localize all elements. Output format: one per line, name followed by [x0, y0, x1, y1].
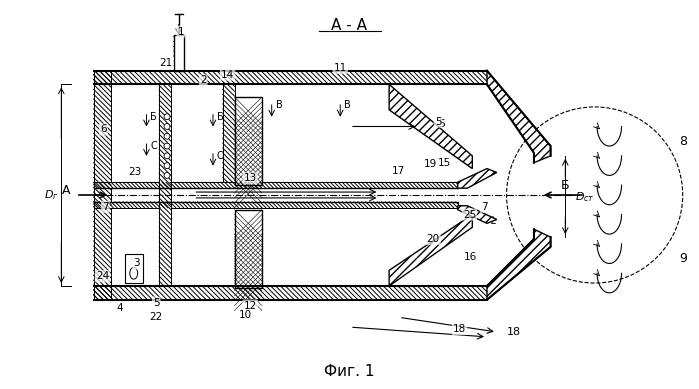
Text: А - А: А - А [331, 18, 367, 33]
Text: 15: 15 [438, 158, 452, 168]
Text: C: C [217, 151, 224, 161]
Text: 25: 25 [463, 210, 476, 219]
Bar [174, 35, 184, 71]
Polygon shape [389, 84, 473, 168]
Text: 2: 2 [200, 75, 206, 86]
Bar [125, 254, 143, 283]
Text: $D_{ст}$: $D_{ст}$ [575, 190, 595, 204]
Text: 22: 22 [150, 312, 163, 322]
Text: 16: 16 [463, 252, 477, 262]
Text: В: В [275, 100, 282, 110]
Text: 18: 18 [453, 324, 466, 334]
Text: Б: Б [561, 179, 570, 192]
Text: 3: 3 [134, 258, 140, 268]
Bar [235, 97, 262, 185]
Text: 24: 24 [96, 271, 109, 281]
Text: 19: 19 [424, 159, 437, 169]
Text: 21: 21 [159, 58, 173, 68]
Bar [94, 71, 111, 300]
Text: В: В [344, 100, 351, 110]
Bar [223, 84, 235, 182]
Text: 1: 1 [178, 26, 184, 37]
Text: 17: 17 [392, 166, 405, 175]
Text: 7: 7 [481, 202, 487, 212]
Polygon shape [389, 215, 473, 286]
Text: 4: 4 [117, 303, 123, 312]
Bar [94, 202, 458, 208]
Text: 23: 23 [128, 168, 141, 177]
Text: A: A [62, 184, 71, 196]
Text: Б: Б [217, 112, 224, 122]
Bar [235, 210, 262, 288]
Text: L: L [491, 216, 496, 226]
Bar [174, 35, 184, 71]
Ellipse shape [130, 267, 138, 279]
Text: 12: 12 [243, 301, 257, 310]
Bar [94, 182, 458, 188]
Text: 20: 20 [426, 234, 440, 244]
Circle shape [164, 114, 170, 120]
Text: Б: Б [150, 112, 157, 122]
Text: 6: 6 [100, 124, 107, 135]
Bar [159, 84, 171, 286]
Text: 5: 5 [438, 119, 445, 128]
Text: 5: 5 [435, 117, 441, 126]
Circle shape [164, 163, 170, 168]
Text: 8: 8 [679, 135, 686, 148]
Circle shape [164, 143, 170, 149]
Circle shape [164, 133, 170, 139]
Text: 18: 18 [507, 327, 521, 337]
Text: Фиг. 1: Фиг. 1 [324, 364, 374, 378]
Polygon shape [458, 206, 497, 223]
Text: $D_г$: $D_г$ [44, 188, 59, 202]
Polygon shape [487, 229, 551, 300]
Text: 10: 10 [239, 310, 252, 321]
Circle shape [164, 124, 170, 130]
Polygon shape [487, 71, 551, 163]
Text: 13: 13 [243, 173, 257, 183]
Text: 14: 14 [221, 70, 234, 80]
Text: 5: 5 [153, 298, 159, 308]
Polygon shape [458, 168, 497, 188]
Text: 11: 11 [333, 63, 347, 73]
Text: 7: 7 [102, 202, 108, 212]
Circle shape [164, 153, 170, 159]
Text: C: C [150, 141, 157, 151]
Bar [94, 71, 487, 84]
Text: 9: 9 [679, 252, 686, 265]
Circle shape [164, 172, 170, 178]
Bar [94, 286, 487, 300]
